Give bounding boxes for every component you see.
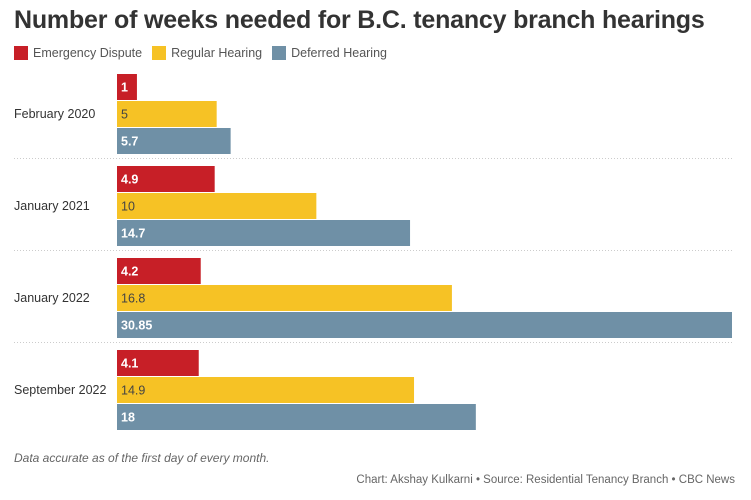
legend-swatch (272, 46, 287, 60)
data-label: 16.8 (121, 292, 145, 306)
credit-line: Chart: Akshay Kulkarni • Source: Residen… (356, 474, 735, 486)
footnote: Data accurate as of the first day of eve… (14, 451, 270, 465)
bar (117, 312, 732, 338)
legend-label: Deferred Hearing (291, 46, 387, 60)
bar (117, 350, 199, 376)
data-label: 4.9 (121, 173, 138, 187)
category-label: February 2020 (14, 107, 95, 121)
data-label: 4.2 (121, 265, 138, 279)
legend-item: Emergency Dispute (14, 46, 142, 60)
bar (117, 220, 411, 246)
bar (117, 128, 231, 154)
bar (117, 74, 137, 100)
legend-label: Regular Hearing (171, 46, 263, 60)
legend-swatch (14, 46, 28, 60)
bar (117, 258, 201, 284)
data-label: 1 (121, 81, 128, 95)
chart-title: Number of weeks needed for B.C. tenancy … (14, 6, 705, 34)
bar (117, 285, 452, 311)
bar (117, 377, 415, 403)
legend-label: Emergency Dispute (33, 46, 143, 60)
bar (117, 193, 317, 219)
category-label: September 2022 (14, 383, 106, 397)
legend-swatch (152, 46, 167, 60)
bar-chart: February 2020 1 5 5.7 January 2021 4.9 10 14.7 J… (14, 74, 732, 430)
legend-item: Deferred Hearing (272, 46, 387, 60)
bar (117, 101, 217, 127)
data-label: 14.7 (121, 227, 145, 241)
bar (117, 166, 215, 192)
category-label: January 2022 (14, 291, 90, 305)
category-label: January 2021 (14, 199, 90, 213)
data-label: 10 (121, 200, 135, 214)
data-label: 4.1 (121, 357, 138, 371)
legend: Emergency Dispute Regular Hearing Deferred… (14, 46, 387, 60)
data-label: 30.85 (121, 319, 152, 333)
legend-item: Regular Hearing (152, 46, 262, 60)
data-label: 14.9 (121, 384, 145, 398)
data-label: 18 (121, 411, 135, 425)
bar (117, 404, 476, 430)
data-label: 5 (121, 108, 128, 122)
data-label: 5.7 (121, 135, 138, 149)
